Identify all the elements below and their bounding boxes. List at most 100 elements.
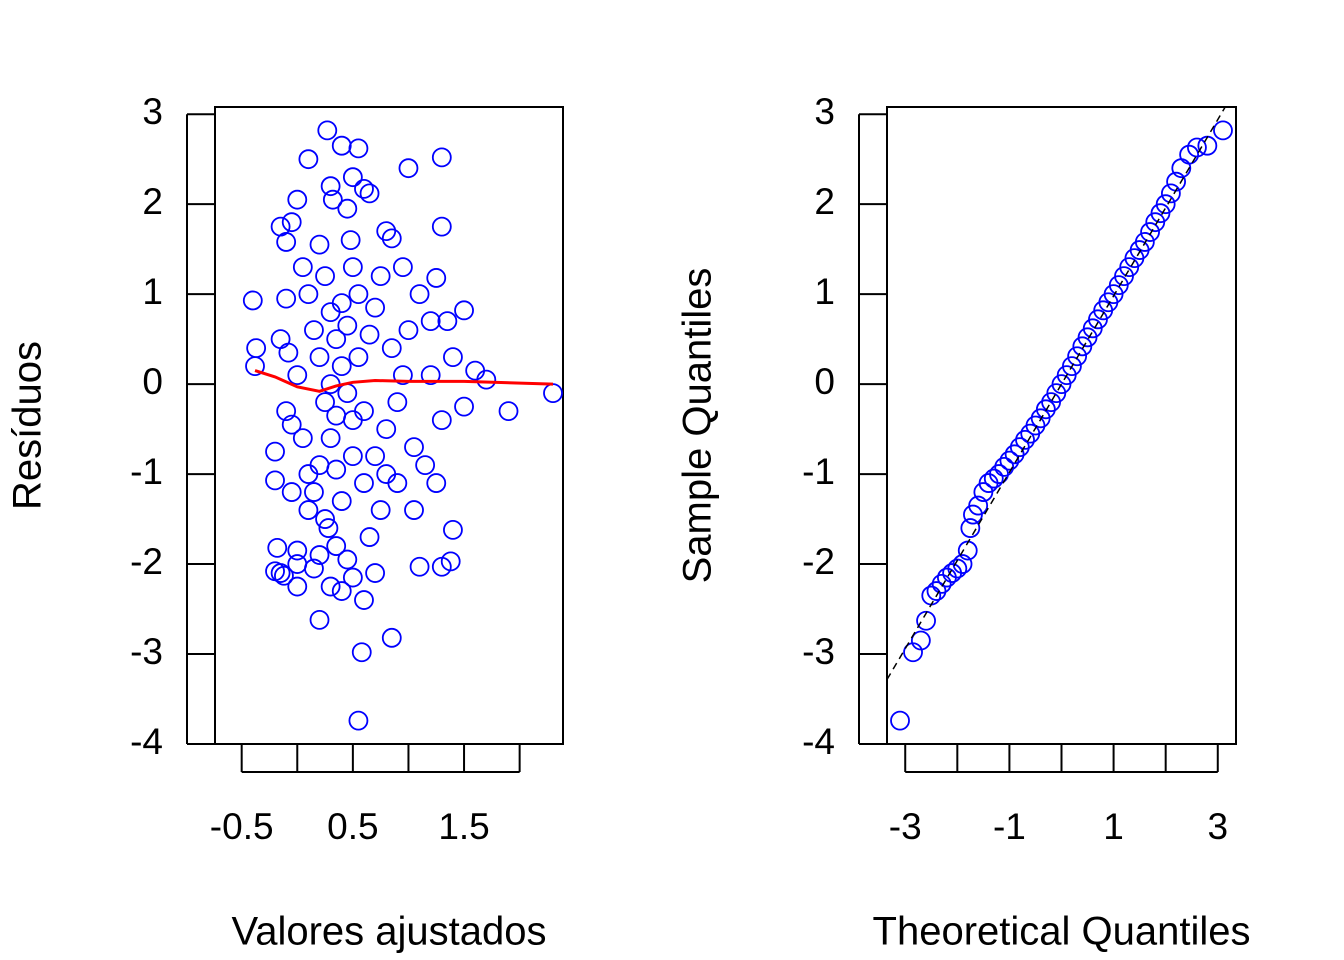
point — [359, 324, 380, 345]
point — [392, 365, 413, 386]
point — [354, 590, 374, 610]
point — [326, 405, 347, 426]
y-tick-label: 1 — [814, 271, 835, 312]
point — [304, 482, 324, 502]
y-axis-label: Sample Quantiles — [676, 268, 720, 584]
point — [326, 459, 347, 480]
y-tick-label: -4 — [130, 721, 163, 762]
point — [1140, 222, 1160, 242]
point — [246, 338, 267, 359]
point — [365, 563, 386, 583]
y-tick-label: 3 — [142, 91, 163, 132]
y-tick-label: -1 — [802, 451, 835, 492]
point — [376, 221, 397, 242]
point — [326, 536, 347, 556]
point — [999, 450, 1020, 471]
point — [245, 356, 265, 377]
point — [337, 198, 358, 219]
y-tick-label: -4 — [802, 721, 835, 762]
point — [968, 495, 989, 516]
point — [267, 537, 288, 558]
y-tick-label: 0 — [142, 361, 163, 402]
point — [454, 300, 474, 321]
point — [298, 149, 319, 170]
point — [342, 167, 363, 188]
point — [298, 284, 319, 305]
point — [281, 212, 302, 233]
point — [331, 581, 352, 601]
point — [287, 365, 308, 386]
x-tick-label: 1.5 — [438, 806, 489, 847]
point — [947, 558, 968, 579]
point — [381, 338, 402, 359]
point — [931, 573, 952, 594]
point — [326, 329, 347, 350]
y-tick-label: 2 — [142, 181, 163, 222]
point — [337, 383, 358, 404]
point — [340, 230, 361, 251]
plot-box — [214, 106, 564, 745]
point — [351, 642, 372, 663]
x-axis-label: Theoretical Quantiles — [873, 910, 1251, 954]
point — [242, 290, 263, 311]
point — [1213, 120, 1233, 141]
point — [315, 392, 335, 413]
point — [309, 234, 330, 255]
point — [1015, 429, 1035, 450]
y-tick-label: 3 — [814, 91, 835, 132]
point — [983, 468, 1004, 489]
point — [348, 710, 369, 731]
y-axis-label: Resíduos — [6, 341, 50, 510]
point — [270, 563, 291, 583]
point — [348, 284, 369, 305]
point — [1134, 232, 1155, 252]
point — [342, 257, 363, 278]
point — [431, 216, 452, 237]
point — [404, 437, 424, 457]
point — [370, 500, 391, 520]
x-tick-label: -3 — [889, 806, 922, 847]
point — [315, 509, 335, 529]
point — [287, 576, 308, 597]
smooth-line — [254, 369, 554, 393]
point — [320, 428, 341, 448]
point — [1067, 346, 1088, 367]
point — [426, 268, 447, 288]
point — [292, 428, 313, 448]
point — [387, 473, 408, 493]
point — [890, 710, 910, 731]
y-tick-label: -2 — [130, 541, 163, 582]
point — [910, 630, 931, 651]
point — [440, 551, 461, 572]
y-tick-label: 1 — [142, 271, 163, 312]
y-tick-label: -2 — [802, 541, 835, 582]
point — [409, 556, 430, 577]
point — [276, 288, 297, 309]
point — [354, 401, 374, 422]
point — [916, 610, 936, 631]
point — [337, 549, 358, 570]
point — [315, 266, 335, 287]
point — [331, 356, 352, 377]
x-tick-label: -1 — [993, 806, 1026, 847]
point — [342, 567, 363, 588]
point — [320, 576, 341, 597]
point — [1179, 144, 1200, 165]
point — [392, 257, 413, 278]
point — [465, 360, 486, 381]
point — [309, 545, 330, 565]
point — [287, 189, 308, 210]
point — [359, 183, 380, 204]
point — [1155, 194, 1176, 215]
point — [543, 383, 563, 404]
point — [331, 491, 352, 511]
point — [309, 347, 330, 368]
point — [398, 320, 419, 341]
point — [420, 365, 441, 386]
y-tick-label: 0 — [814, 361, 835, 402]
point — [265, 441, 285, 462]
point — [320, 302, 341, 323]
point — [960, 518, 981, 538]
point — [437, 311, 458, 332]
point — [431, 147, 452, 168]
